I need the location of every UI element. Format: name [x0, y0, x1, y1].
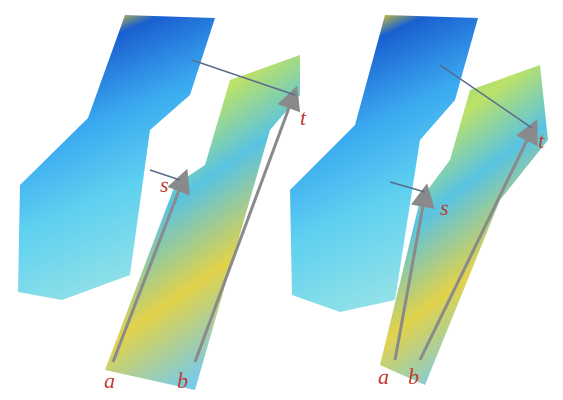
- arrow: [111, 168, 190, 363]
- arrow: [393, 183, 435, 361]
- connector: [439, 64, 533, 129]
- label: s: [160, 172, 169, 197]
- swath-right: [380, 65, 548, 385]
- connector: [191, 59, 296, 96]
- swath-left: [18, 15, 215, 300]
- label: s: [440, 195, 449, 220]
- panel: a b s t: [290, 15, 548, 389]
- label: b: [408, 364, 419, 389]
- label: a: [104, 368, 115, 393]
- label: b: [177, 368, 188, 393]
- swath-left: [290, 15, 478, 312]
- arrow: [418, 119, 538, 361]
- panel: a b s t: [18, 15, 307, 393]
- label: t: [538, 128, 545, 153]
- connector: [149, 169, 181, 181]
- label: t: [300, 105, 307, 130]
- label: a: [378, 364, 389, 389]
- arrow: [193, 85, 301, 363]
- swath-right: [105, 55, 300, 390]
- connector: [389, 181, 426, 193]
